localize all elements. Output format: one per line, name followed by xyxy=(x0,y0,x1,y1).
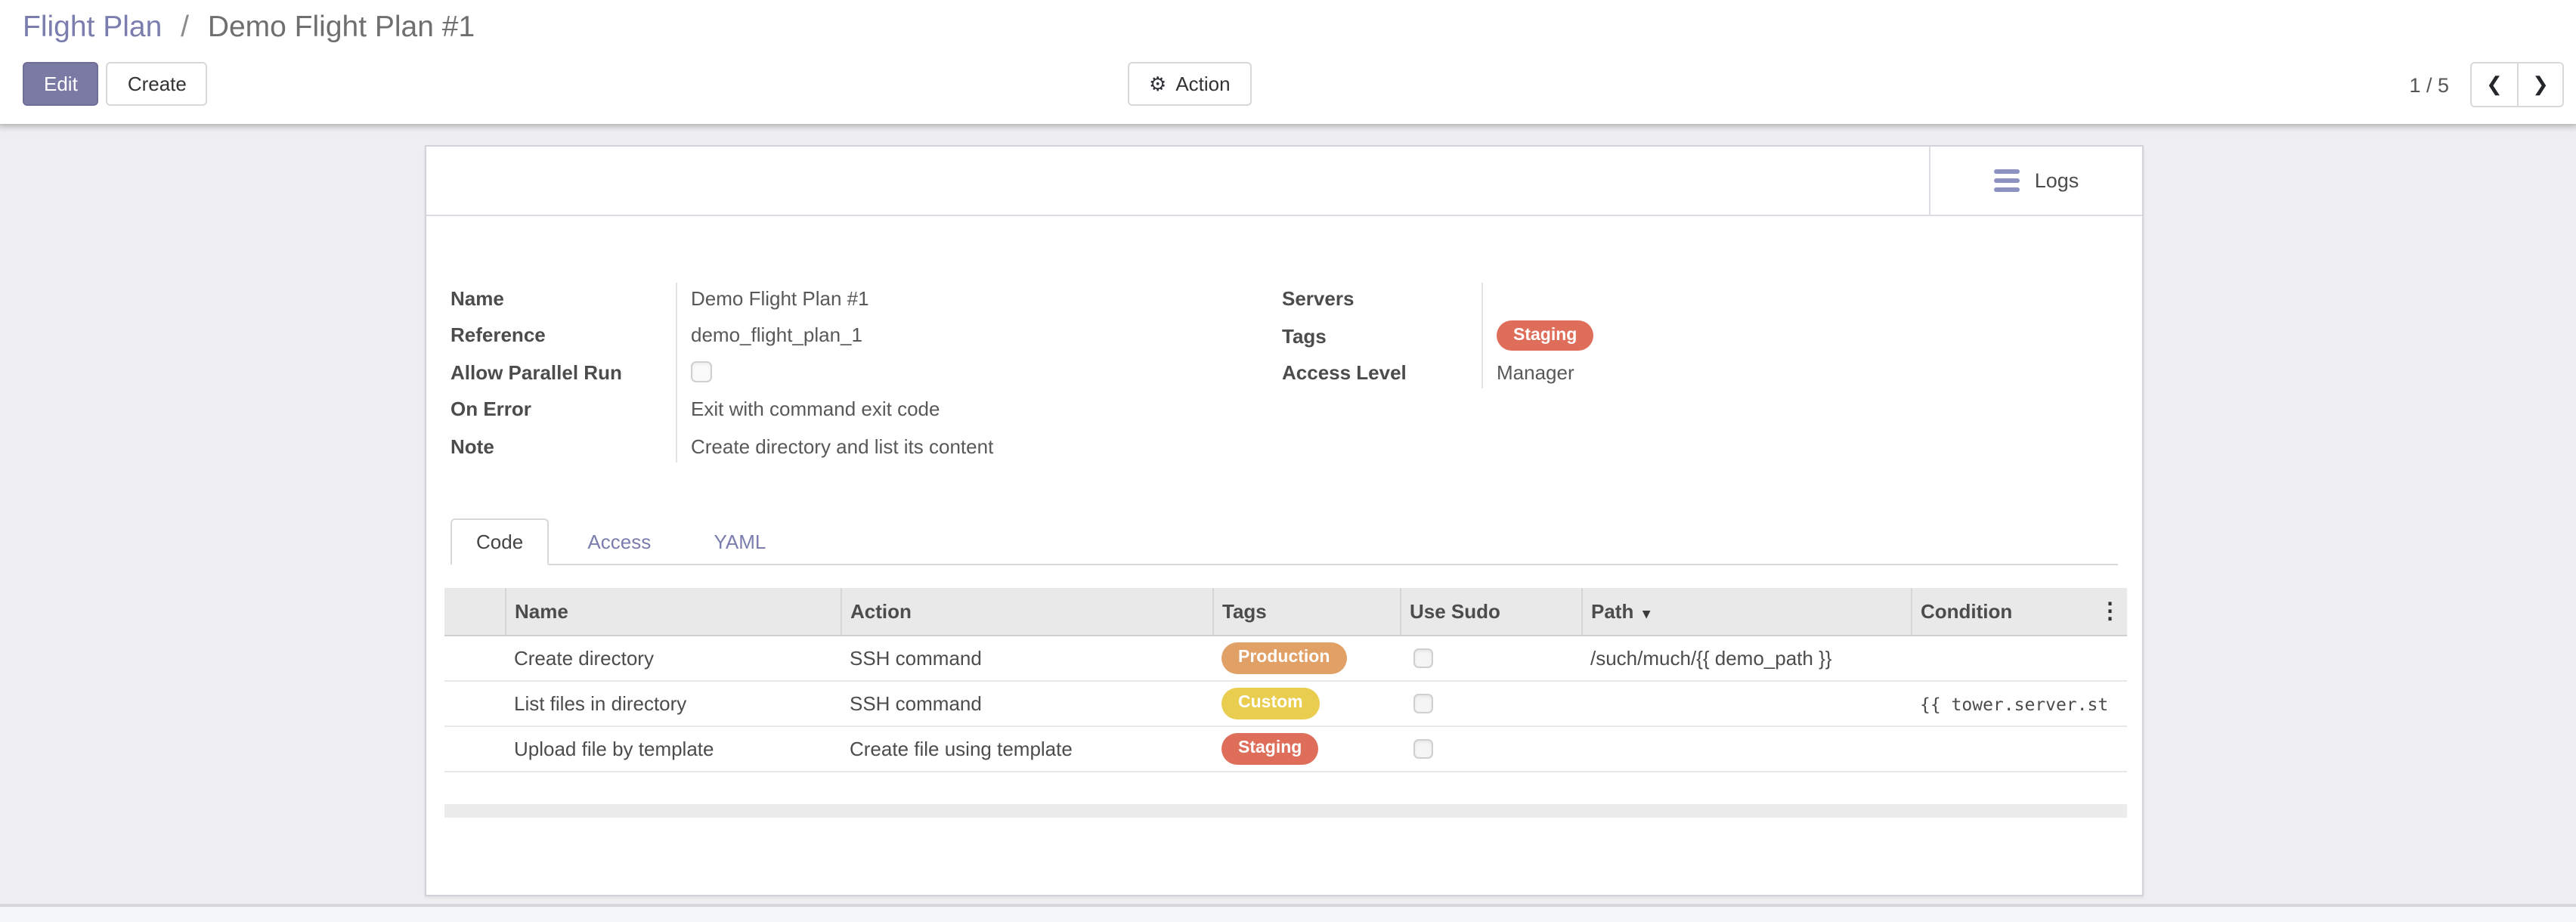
tab-yaml[interactable]: YAML xyxy=(714,531,766,553)
field-row-servers: Servers xyxy=(1282,280,1796,317)
tab-access[interactable]: Access xyxy=(587,531,652,553)
column-header-handle xyxy=(444,588,506,636)
notebook-tabs: Code Access YAML xyxy=(450,518,2118,565)
row-action-cell: Create file using template xyxy=(841,726,1212,772)
commands-table: Name Action Tags Use Sudo Path ▾ Conditio… xyxy=(444,588,2127,772)
row-handle-cell xyxy=(444,681,505,727)
column-header-action[interactable]: Action xyxy=(841,588,1213,636)
field-row-on-error: On Error Exit with command exit code xyxy=(450,391,1123,428)
action-button-label: Action xyxy=(1175,73,1231,95)
column-header-name[interactable]: Name xyxy=(505,588,841,636)
table-horizontal-scrollbar[interactable] xyxy=(444,804,2127,817)
name-value: Demo Flight Plan #1 xyxy=(691,286,869,310)
row-use-sudo-cell xyxy=(1400,636,1581,682)
action-button[interactable]: ⚙ Action xyxy=(1128,62,1252,106)
pager-buttons: ❮ ❯ xyxy=(2470,62,2564,107)
sort-desc-icon: ▾ xyxy=(1643,606,1650,623)
row-name-cell: Upload file by template xyxy=(505,726,841,772)
bottom-edge-strip xyxy=(0,904,2576,922)
chevron-left-icon: ❮ xyxy=(2486,73,2503,95)
create-button[interactable]: Create xyxy=(106,62,208,106)
logs-button[interactable]: Logs xyxy=(1929,147,2142,215)
row-condition-cell: {{ tower.server.st xyxy=(1911,681,2127,727)
top-bar: Flight Plan / Demo Flight Plan #1 Edit C… xyxy=(0,0,2576,124)
breadcrumb-separator: / xyxy=(181,11,189,44)
allow-parallel-run-label: Allow Parallel Run xyxy=(450,360,622,384)
gear-icon: ⚙ xyxy=(1149,73,1167,95)
row-tags-cell: Production xyxy=(1212,636,1400,682)
row-path-cell xyxy=(1581,681,1911,727)
table-header-row: Name Action Tags Use Sudo Path ▾ Conditio… xyxy=(444,588,2127,636)
card-header: Logs xyxy=(426,147,2142,216)
field-row-name: Name Demo Flight Plan #1 xyxy=(450,280,1123,317)
table-row[interactable]: Create directory SSH command Production … xyxy=(444,636,2127,682)
field-group-right: Servers Tags Staging Access Level Manage… xyxy=(1282,280,1796,391)
pager-previous-button[interactable]: ❮ xyxy=(2472,63,2517,106)
edit-button[interactable]: Edit xyxy=(23,62,99,106)
row-use-sudo-cell xyxy=(1400,681,1581,727)
row-action-cell: SSH command xyxy=(841,681,1212,727)
form-buttons: Edit Create xyxy=(23,62,208,106)
chevron-right-icon: ❯ xyxy=(2532,73,2549,95)
row-condition-cell xyxy=(1911,636,2127,682)
tag-badge-production: Production xyxy=(1221,642,1347,674)
breadcrumb: Flight Plan / Demo Flight Plan #1 xyxy=(23,11,475,45)
use-sudo-checkbox[interactable] xyxy=(1413,739,1433,759)
row-tags-cell: Custom xyxy=(1212,681,1400,727)
row-handle-cell xyxy=(444,726,505,772)
note-label: Note xyxy=(450,435,494,458)
table-row[interactable]: List files in directory SSH command Cust… xyxy=(444,681,2127,727)
column-header-condition[interactable]: Condition ⋮ xyxy=(1911,588,2127,636)
row-path-cell: /such/much/{{ demo_path }} xyxy=(1581,636,1911,682)
row-use-sudo-cell xyxy=(1400,726,1581,772)
row-action-cell: SSH command xyxy=(841,636,1212,682)
column-header-tags[interactable]: Tags xyxy=(1212,588,1401,636)
tab-code[interactable]: Code xyxy=(450,518,550,565)
logs-button-label: Logs xyxy=(2034,169,2079,192)
pager: 1 / 5 ❮ ❯ xyxy=(2409,62,2564,107)
on-error-label: On Error xyxy=(450,398,531,421)
tags-label: Tags xyxy=(1282,324,1327,347)
field-row-access-level: Access Level Manager xyxy=(1282,354,1796,391)
logs-icon xyxy=(1993,166,2020,196)
name-label: Name xyxy=(450,286,504,310)
form-sheet: Name Demo Flight Plan #1 Reference demo_… xyxy=(426,216,2142,896)
row-name-cell: List files in directory xyxy=(505,681,841,727)
note-value: Create directory and list its content xyxy=(691,435,994,458)
row-path-cell xyxy=(1581,726,1911,772)
access-level-label: Access Level xyxy=(1282,361,1407,385)
tag-badge-custom: Custom xyxy=(1221,688,1320,719)
on-error-value: Exit with command exit code xyxy=(691,398,940,421)
field-row-note: Note Create directory and list its conte… xyxy=(450,428,1123,465)
pager-next-button[interactable]: ❯ xyxy=(2517,63,2562,106)
column-header-use-sudo[interactable]: Use Sudo xyxy=(1400,588,1582,636)
servers-label: Servers xyxy=(1282,286,1355,310)
column-options-icon[interactable]: ⋮ xyxy=(2099,599,2121,623)
field-row-allow-parallel-run: Allow Parallel Run xyxy=(450,354,1123,391)
use-sudo-checkbox[interactable] xyxy=(1413,694,1433,713)
access-level-value: Manager xyxy=(1497,361,1574,385)
row-tags-cell: Staging xyxy=(1212,726,1400,772)
tag-badge-staging: Staging xyxy=(1497,320,1594,351)
table-row[interactable]: Upload file by template Create file usin… xyxy=(444,726,2127,772)
row-condition-cell xyxy=(1911,726,2127,772)
column-header-path[interactable]: Path ▾ xyxy=(1581,588,1912,636)
tag-badge-staging: Staging xyxy=(1221,733,1319,765)
page-title: Demo Flight Plan #1 xyxy=(207,11,475,44)
field-row-reference: Reference demo_flight_plan_1 xyxy=(450,317,1123,354)
reference-label: Reference xyxy=(450,323,546,347)
pager-count: 1 / 5 xyxy=(2409,73,2449,96)
use-sudo-checkbox[interactable] xyxy=(1413,648,1433,668)
row-handle-cell xyxy=(444,636,505,682)
content-area: Logs Name Demo Flight Plan #1 Reference … xyxy=(0,124,2576,904)
form-card: Logs Name Demo Flight Plan #1 Reference … xyxy=(425,145,2144,896)
field-row-tags: Tags Staging xyxy=(1282,317,1796,354)
breadcrumb-parent-link[interactable]: Flight Plan xyxy=(23,11,163,44)
allow-parallel-run-checkbox[interactable] xyxy=(691,361,712,383)
row-name-cell: Create directory xyxy=(505,636,841,682)
field-group-left: Name Demo Flight Plan #1 Reference demo_… xyxy=(450,280,1123,465)
reference-value: demo_flight_plan_1 xyxy=(691,323,862,347)
